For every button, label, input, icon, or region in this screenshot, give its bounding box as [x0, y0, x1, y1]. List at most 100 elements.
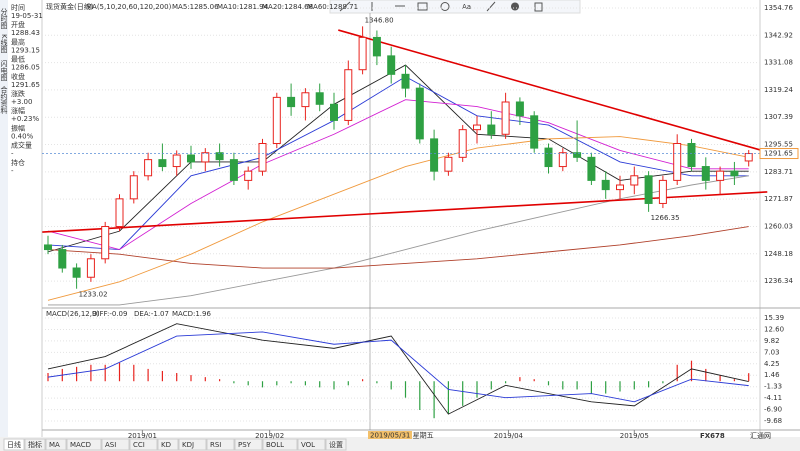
bottom-tab-label[interactable]: 指标 [28, 440, 42, 449]
legend-entry: MA60:1289.71 [307, 3, 358, 11]
tool-rect[interactable] [417, 2, 428, 11]
candle-body [601, 179, 610, 191]
bottom-tab[interactable] [178, 438, 207, 451]
bottom-tab-label[interactable]: KDJ [182, 441, 194, 449]
candle-body [387, 55, 396, 75]
ma-line [47, 331, 749, 403]
info-value: +3.00 [11, 98, 32, 106]
candle-body [172, 154, 181, 168]
tool-color[interactable] [511, 2, 519, 11]
bottom-tab[interactable] [234, 438, 263, 451]
candle-body [744, 153, 753, 162]
bottom-tab[interactable] [24, 438, 46, 451]
legend-entry: MA10:1281.94 [217, 3, 269, 11]
info-label: 收盘 [11, 72, 25, 81]
extreme-label: 1266.35 [651, 214, 680, 222]
info-label: 最低 [11, 55, 25, 64]
crosshair-label: 2019/05/31 星期五 [370, 432, 434, 440]
bottom-tab[interactable] [206, 438, 235, 451]
y-tick-label: 15.39 [764, 314, 784, 322]
candle-body [544, 147, 553, 168]
tool-text[interactable]: Aa [462, 3, 471, 11]
side-tab[interactable]: 分时图 [0, 7, 8, 30]
candle-body [415, 87, 424, 140]
candle-body [372, 36, 381, 57]
tool-line[interactable] [339, 1, 351, 12]
candle-body [315, 92, 324, 105]
bottom-tab-label[interactable]: PSY [238, 441, 252, 449]
info-label: 成交量 [11, 141, 32, 150]
candle-body [658, 179, 667, 204]
candle-body [44, 244, 52, 251]
info-value: 1293.15 [11, 46, 40, 54]
y-tick-label: 1248.18 [764, 250, 793, 258]
bottom-tab[interactable] [129, 438, 158, 451]
candle-body [272, 96, 281, 144]
bottom-tab[interactable] [297, 438, 326, 451]
ma-line [47, 226, 749, 269]
extreme-label: 1346.80 [365, 16, 394, 24]
info-value: 1288.43 [11, 29, 40, 37]
bottom-tab-label[interactable]: RSI [210, 441, 221, 449]
candle-body [458, 129, 467, 158]
y-tick-label: 1319.24 [764, 86, 793, 94]
bottom-tab[interactable] [157, 438, 179, 451]
side-tab[interactable]: 合约资料 [0, 85, 8, 115]
last-price-label: 1291.65 [764, 150, 793, 158]
bottom-tab[interactable] [3, 438, 25, 451]
y-tick-label: -4.11 [764, 394, 782, 402]
candle-body [229, 159, 238, 181]
tool-circle[interactable] [440, 2, 450, 11]
candle-body [72, 267, 81, 278]
bottom-tab[interactable] [66, 438, 102, 451]
y-tick-label: 1.46 [764, 371, 780, 379]
last-price-tag [759, 148, 799, 160]
candle-body [430, 138, 439, 172]
bottom-tab-label[interactable]: 日线 [7, 440, 21, 449]
bottom-tab-label[interactable]: BOLL [266, 441, 284, 449]
bottom-tab[interactable] [325, 438, 347, 451]
candle-body [58, 249, 67, 269]
bottom-tab-label[interactable]: 设置 [329, 440, 343, 449]
candle-body [573, 152, 582, 158]
candle-body [215, 152, 224, 161]
bottom-tab-label[interactable]: VOL [301, 441, 315, 449]
bottom-tab-label[interactable]: MACD [70, 441, 91, 449]
bottom-tab-label[interactable]: ASI [105, 441, 116, 449]
bottom-tab-label[interactable]: KD [161, 441, 171, 449]
candle-body [187, 154, 195, 163]
candle-body [687, 142, 696, 168]
watermark: 汇通网 [750, 431, 771, 440]
candle-body [258, 142, 267, 172]
info-label: 时间 [11, 3, 25, 12]
candle-body [330, 103, 338, 121]
bottom-tab-label[interactable]: CCI [133, 441, 145, 449]
side-tab[interactable]: 闪电图 [0, 59, 8, 82]
info-value: 19-05-31 [11, 12, 43, 20]
info-label: 持仓 [11, 158, 25, 167]
candle-body [558, 152, 567, 168]
info-label: 涨幅 [11, 106, 25, 115]
ma-line [48, 175, 749, 306]
y-tick-label: 7.03 [764, 348, 780, 356]
bottom-tab-label[interactable]: MA [49, 441, 60, 449]
candle-body [473, 124, 481, 131]
legend-entry: DEA:-1.07 [134, 310, 169, 318]
candle-body [115, 198, 124, 228]
side-tabs [0, 0, 8, 451]
candle-body [444, 156, 453, 172]
tool-pen[interactable] [486, 1, 496, 12]
y-tick-label: 1236.34 [764, 277, 793, 285]
bottom-tab[interactable] [101, 438, 130, 451]
y-tick-label: 1331.08 [764, 59, 793, 67]
y-tick-label: 1342.92 [764, 31, 793, 39]
bottom-tab[interactable] [262, 438, 298, 451]
info-label: 最高 [11, 37, 25, 46]
side-tab[interactable]: K线图 [0, 34, 8, 54]
legend-entry: MACD:1.96 [172, 310, 211, 318]
y-tick-label: 4.25 [764, 360, 780, 368]
tool-delete[interactable] [534, 2, 543, 12]
candle-body [158, 159, 167, 168]
bottom-tab[interactable] [45, 438, 67, 451]
info-value: 0.40% [11, 132, 34, 140]
